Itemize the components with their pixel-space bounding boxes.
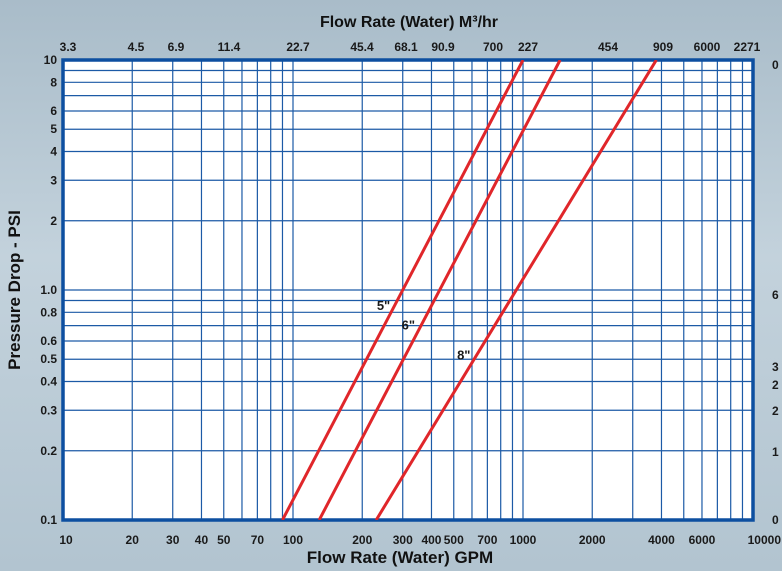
- top-tick-label: 11.4: [218, 40, 241, 54]
- top-axis-title: Flow Rate (Water) M³/hr: [320, 14, 498, 31]
- top-tick-label: 3.3: [60, 40, 77, 54]
- right-tick-label: 3: [772, 360, 779, 374]
- gridlines: [63, 60, 753, 520]
- right-tick-label: 0: [772, 58, 779, 72]
- top-tick-label: 6000: [694, 40, 721, 54]
- x-tick-label: 1000: [510, 533, 537, 547]
- x-tick-label: 200: [352, 533, 372, 547]
- y-tick-label: 0.3: [40, 403, 57, 417]
- top-tick-label: 4.5: [128, 40, 145, 54]
- y-tick-label: 8: [50, 75, 57, 89]
- y-tick-label: 0.5: [40, 352, 57, 366]
- series-label-1: 5": [377, 298, 390, 313]
- y-tick-label: 3: [50, 173, 57, 187]
- top-tick-label: 454: [598, 40, 618, 54]
- right-tick-label: 0: [772, 513, 779, 527]
- top-tick-label: 45.4: [350, 40, 374, 54]
- y-tick-label: 10: [44, 53, 58, 67]
- y-tick-label: 5: [50, 122, 57, 136]
- series-line-1: [281, 60, 525, 520]
- x-tick-label: 20: [126, 533, 140, 547]
- x-tick-label: 10: [59, 533, 73, 547]
- right-tick-label: 2: [772, 378, 779, 392]
- x-tick-label: 300: [393, 533, 413, 547]
- right-tick-label: 2: [772, 404, 779, 418]
- x-tick-label: 40: [195, 533, 209, 547]
- y-tick-label: 0.1: [40, 513, 57, 527]
- series-label-3: 8": [457, 347, 470, 362]
- x-tick-label: 10000: [748, 533, 782, 547]
- x-tick-label: 500: [444, 533, 464, 547]
- x-tick-label: 2000: [579, 533, 606, 547]
- right-tick-label: 1: [772, 445, 779, 459]
- y-tick-label: 0.4: [40, 375, 57, 389]
- y-axis-title: Pressure Drop - PSI: [5, 210, 24, 370]
- top-tick-label: 909: [653, 40, 673, 54]
- y-tick-label: 4: [50, 145, 57, 159]
- top-tick-label: 2271: [734, 40, 761, 54]
- x-tick-label: 50: [217, 533, 231, 547]
- top-tick-label: 68.1: [394, 40, 418, 54]
- x-tick-label: 4000: [648, 533, 675, 547]
- top-tick-label: 700: [483, 40, 503, 54]
- x-axis-title: Flow Rate (Water) GPM: [307, 548, 493, 567]
- x-tick-label: 30: [166, 533, 180, 547]
- y-tick-label: 0.2: [40, 444, 57, 458]
- y-tick-label: 2: [50, 214, 57, 228]
- x-tick-label: 6000: [689, 533, 716, 547]
- plot-frame: [61, 58, 755, 522]
- series-label-2: 6": [402, 318, 415, 333]
- y-tick-label: 1.0: [40, 283, 57, 297]
- x-tick-label: 70: [251, 533, 265, 547]
- y-tick-label: 0.8: [40, 305, 57, 319]
- series-line-2: [317, 60, 562, 520]
- right-tick-label: 6: [772, 288, 779, 302]
- x-tick-label: 400: [421, 533, 441, 547]
- y-tick-label: 0.6: [40, 334, 57, 348]
- top-tick-label: 90.9: [431, 40, 455, 54]
- x-tick-label: 100: [283, 533, 303, 547]
- top-tick-label: 6.9: [168, 40, 185, 54]
- x-tick-label: 700: [477, 533, 497, 547]
- top-tick-label: 22.7: [286, 40, 310, 54]
- series-line-3: [374, 60, 658, 520]
- top-tick-label: 227: [518, 40, 538, 54]
- y-tick-label: 6: [50, 104, 57, 118]
